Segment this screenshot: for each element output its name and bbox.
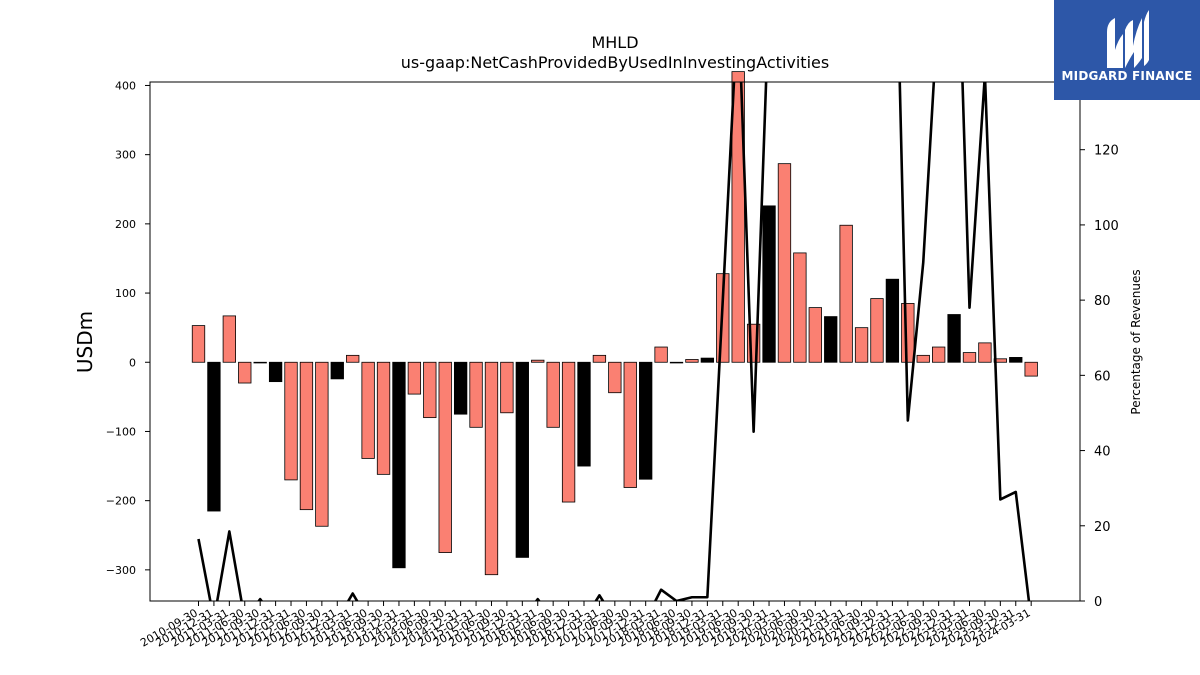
bar-2021-06-30 xyxy=(854,327,869,363)
bar-2020-06-30 xyxy=(793,252,807,363)
bar-2017-12-31 xyxy=(639,361,653,480)
bar-2013-06-30 xyxy=(361,361,375,459)
bar-2016-12-31 xyxy=(577,361,591,467)
y2-axis-label: Percentage of Revenues xyxy=(1129,269,1143,414)
y2-tick-label: 40 xyxy=(1094,445,1111,460)
bar-2020-09-30 xyxy=(808,307,822,363)
bar-2014-03-31 xyxy=(407,361,422,395)
bar-2012-09-30 xyxy=(315,361,329,527)
bar-2022-09-30 xyxy=(932,346,946,363)
bar-2016-06-30 xyxy=(546,361,560,428)
bar-2018-12-31 xyxy=(700,357,715,363)
chart-title: MHLD xyxy=(591,33,638,52)
logo-text: MIDGARD FINANCE xyxy=(1061,69,1193,83)
bar-2017-03-31 xyxy=(592,354,607,363)
bar-2012-12-31 xyxy=(330,361,344,380)
bar-2021-09-30 xyxy=(870,298,884,363)
bar-2018-06-30 xyxy=(669,361,684,364)
midgard-finance-logo: MIDGARD FINANCE xyxy=(1054,0,1200,100)
bar-2010-12-31 xyxy=(207,361,221,512)
bar-2022-12-31 xyxy=(947,314,961,363)
bar-2018-09-30 xyxy=(685,359,699,363)
y-tick-label: −100 xyxy=(106,425,136,438)
bar-2023-06-30 xyxy=(978,342,992,363)
bar-2023-12-31 xyxy=(1009,357,1023,363)
bar-2013-03-31 xyxy=(346,354,360,363)
bar-2015-03-31 xyxy=(469,361,483,428)
left-axis-ticks: −300 −200 −100 0 100 200 300 400 xyxy=(106,79,150,577)
bar-2015-06-30 xyxy=(484,361,499,576)
bar-2013-09-30 xyxy=(376,361,391,475)
bar-2022-06-30 xyxy=(916,354,930,363)
bar-2021-03-31 xyxy=(839,224,853,363)
bar-2012-06-30 xyxy=(299,361,314,511)
y-tick-label: −300 xyxy=(106,564,136,577)
y2-tick-label: 100 xyxy=(1094,219,1119,234)
bar-2010-09-30 xyxy=(191,325,206,363)
bar-2016-03-31 xyxy=(531,359,545,363)
plot-area-frame xyxy=(149,81,1081,602)
bar-2011-06-30 xyxy=(238,361,252,384)
bar-2014-12-31 xyxy=(453,361,468,415)
bar-2019-06-30 xyxy=(731,71,745,363)
y-axis-label: USDm xyxy=(73,311,97,373)
revenue-percentage-line xyxy=(197,82,1031,601)
bar-2012-03-31 xyxy=(284,361,298,481)
y-tick-label: 200 xyxy=(115,218,136,231)
bar-2018-03-31 xyxy=(654,346,668,363)
y-tick-label: 400 xyxy=(115,79,136,92)
bar-2020-03-31 xyxy=(777,163,792,363)
y-tick-label: 100 xyxy=(115,287,136,300)
bar-2013-12-31 xyxy=(392,361,406,569)
bar-series xyxy=(191,71,1038,576)
chart-subtitle: us-gaap:NetCashProvidedByUsedInInvesting… xyxy=(401,53,829,72)
bar-2011-03-31 xyxy=(222,315,236,363)
bar-2017-09-30 xyxy=(623,361,637,488)
bar-2021-12-31 xyxy=(885,278,900,363)
y-tick-label: −200 xyxy=(106,495,136,508)
bar-2011-12-31 xyxy=(268,361,283,383)
y2-tick-label: 80 xyxy=(1094,294,1111,309)
y2-tick-label: 20 xyxy=(1094,520,1111,535)
bar-2014-09-30 xyxy=(438,361,452,553)
bar-2015-12-31 xyxy=(515,361,529,558)
midgard-m-icon xyxy=(1107,10,1149,68)
y-tick-label: 0 xyxy=(129,356,136,369)
y2-tick-label: 120 xyxy=(1094,144,1119,159)
bar-2023-03-31 xyxy=(962,352,977,363)
bar-2015-09-30 xyxy=(500,361,514,414)
bar-2016-09-30 xyxy=(561,361,576,503)
y2-tick-label: 60 xyxy=(1094,369,1111,384)
right-axis-ticks: 0 20 40 60 80 100 120 xyxy=(1080,144,1119,610)
bar-2024-03-31 xyxy=(1024,361,1038,377)
bar-2020-12-31 xyxy=(824,316,838,363)
bar-2022-03-31 xyxy=(901,303,915,363)
bar-2011-09-30 xyxy=(253,361,267,364)
x-axis-ticks: 2010-09-302010-12-312011-03-312011-06-30… xyxy=(138,601,1033,650)
bar-2017-06-30 xyxy=(608,361,622,394)
bar-2014-06-30 xyxy=(423,361,437,419)
y2-tick-label: 0 xyxy=(1094,595,1102,610)
y-tick-label: 300 xyxy=(115,149,136,162)
bar-2019-12-31 xyxy=(762,205,776,363)
